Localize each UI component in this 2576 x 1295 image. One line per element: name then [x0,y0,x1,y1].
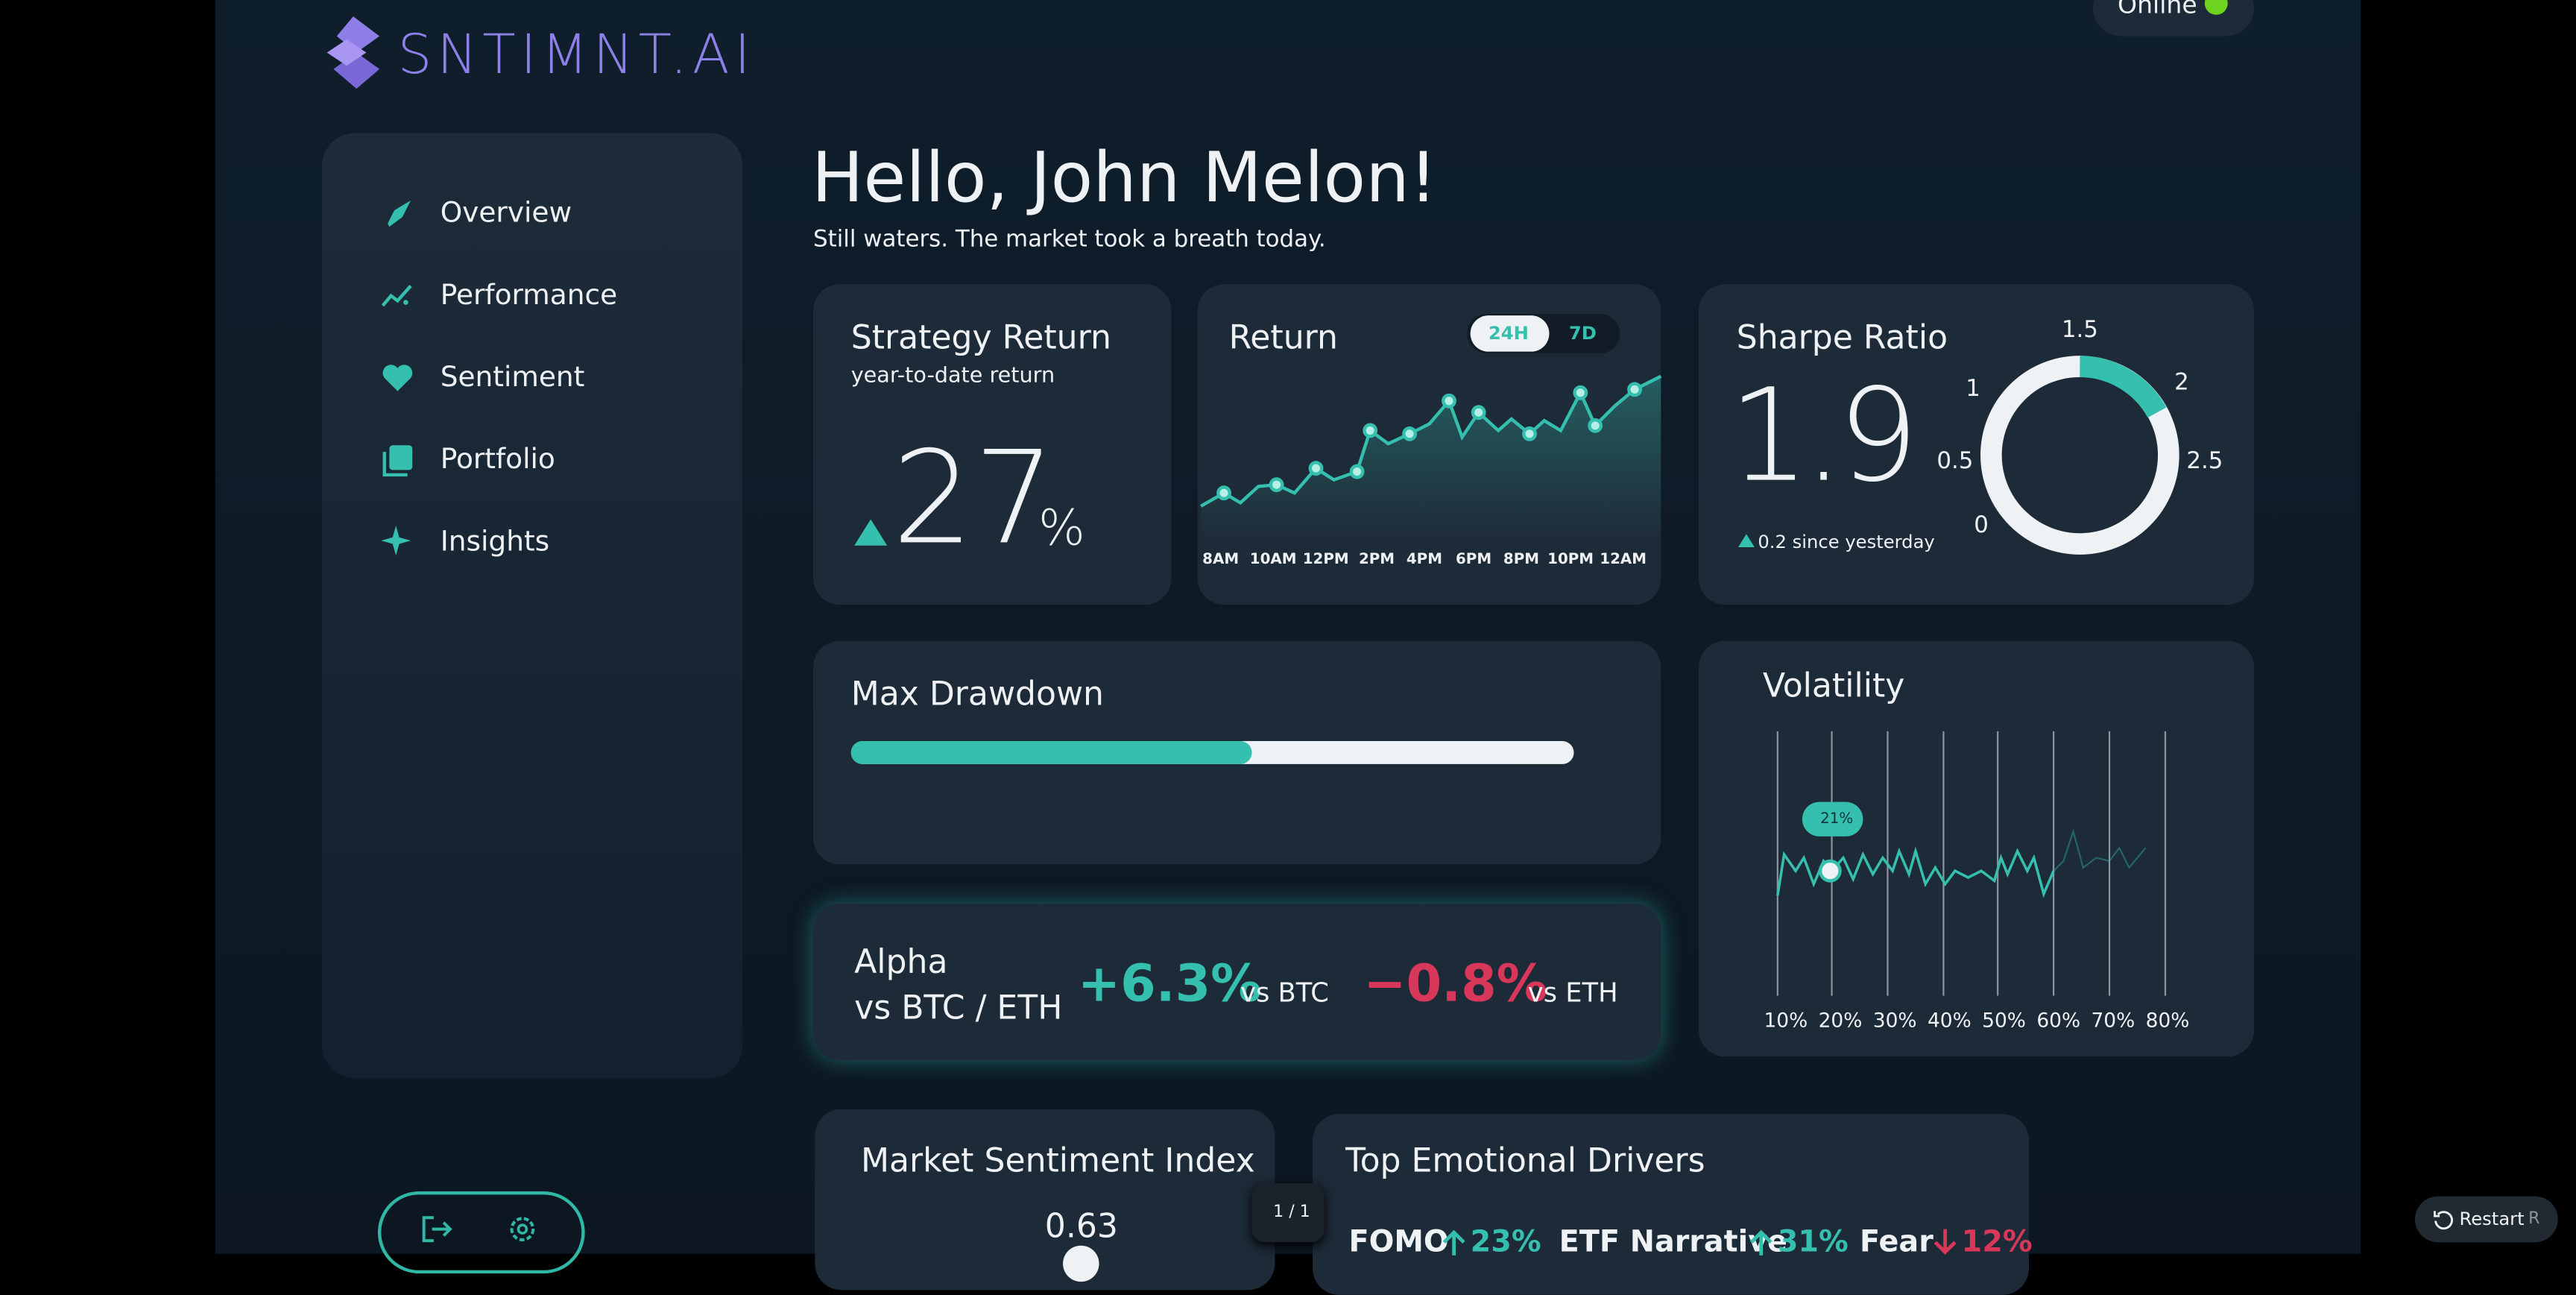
x-tick-label: 80% [2145,1009,2190,1033]
volatility-chart [1776,731,2167,996]
card-title: Market Sentiment Index [860,1140,1255,1180]
greeting-title: Hello, John Melon! [811,137,1437,218]
nav-icon [388,200,411,227]
driver-arrow [1749,1229,1772,1255]
settings-icon[interactable] [508,1214,537,1244]
x-tick-label: 10AM [1249,552,1297,569]
sharpe-value: 1.9 [1728,363,1919,511]
sharpe-change: 0.2 since yesterday [1758,532,1935,553]
x-tick-label: 4PM [1406,552,1442,569]
driver-arrow [1933,1229,1957,1255]
card-title: Volatility [1762,665,1905,705]
gauge-label: 0 [1974,512,1989,539]
toggle-24h[interactable]: 24H [1488,323,1529,344]
sidebar-actions [377,1191,585,1274]
sharpe-gauge [1980,356,2179,555]
status-dot [2204,0,2228,15]
x-tick-label: 8AM [1202,552,1240,569]
up-triangle [854,519,888,546]
x-tick-label: 8PM [1503,552,1540,569]
nav-item[interactable]: Portfolio [440,444,555,477]
pager [1251,1182,1325,1243]
x-tick-label: 20% [1818,1009,1863,1033]
driver-change: 12% [1961,1225,2033,1260]
sentiment-card [815,1109,1275,1291]
up-triangle [1737,534,1755,547]
card-title: Sharpe Ratio [1736,317,1948,357]
x-tick-label: 10PM [1547,552,1594,569]
alpha-card [813,904,1661,1060]
volatility-badge: 21% [1820,811,1854,828]
x-tick-label: 12AM [1600,552,1647,569]
x-tick-label: 6PM [1456,552,1492,569]
gauge-label: 1 [1966,376,1980,403]
alpha-btc-label: vs BTC [1240,977,1329,1009]
restart-button[interactable] [2414,1196,2558,1243]
x-tick-label: 70% [2091,1009,2135,1033]
alpha-eth: −0.8% [1363,954,1548,1014]
gauge-label: 0.5 [1936,448,1974,475]
x-tick-label: 10% [1764,1009,1808,1033]
sentiment-knob [1063,1245,1099,1282]
gauge-label: 2 [2174,369,2189,397]
card-title: Strategy Return [850,317,1111,357]
toggle-active[interactable] [1470,315,1550,352]
greeting-subtitle: Still waters. The market took a breath t… [813,227,1326,253]
gauge-label: 2.5 [2186,448,2223,475]
alpha-title: Alpha [854,941,948,981]
status-text: Online [2118,0,2197,20]
driver-name: FOMO [1348,1225,1449,1260]
card-title: Max Drawdown [850,673,1104,713]
restart-icon [2434,1211,2453,1230]
card-title: Return [1228,317,1338,357]
x-tick-label: 60% [2036,1009,2081,1033]
x-tick-label: 30% [1872,1009,1917,1033]
strategy-card [813,284,1172,605]
restart-label[interactable]: Restart [2459,1209,2525,1230]
x-tick-label: 40% [1927,1009,1972,1033]
return-unit: % [1038,500,1085,558]
restart-shortcut: R [2528,1210,2540,1229]
nav-item[interactable]: Sentiment [440,361,585,394]
driver-name: Fear [1860,1225,1933,1260]
nav-icon [382,365,413,391]
app: SNTIMNT.AI Online Hello, John Melon! Sti… [215,0,2558,1295]
nav-item[interactable]: Performance [440,279,618,312]
nav-icon [381,526,411,555]
drawdown-fill [850,741,1252,764]
alpha-btc: +6.3% [1077,954,1262,1014]
return-sparkline [1200,374,1662,543]
return-value: 27 [891,425,1055,574]
x-tick-label: 12PM [1302,552,1349,569]
x-tick-label: 50% [1982,1009,2026,1033]
driver-change: 31% [1777,1225,1849,1260]
nav-icon [381,285,412,307]
nav-item[interactable]: Overview [440,197,572,230]
toggle-7d[interactable]: 7D [1568,323,1597,344]
logout-icon[interactable] [422,1216,452,1243]
page: SNTIMNT.AI Online Hello, John Melon! Sti… [215,0,2558,1295]
nav-icon [382,445,413,477]
sidebar [321,133,743,1078]
card-subtitle: year-to-date return [850,364,1055,389]
pager-text: 1 / 1 [1273,1203,1310,1222]
nav-item[interactable]: Insights [440,526,550,559]
sentiment-value: 0.63 [1044,1206,1118,1246]
driver-change: 23% [1470,1225,1541,1260]
alpha-eth-label: vs ETH [1527,977,1618,1009]
logo-text: SNTIMNT.AI [397,22,756,86]
driver-arrow [1442,1229,1465,1255]
card-title: Top Emotional Drivers [1345,1140,1705,1180]
volatility-card [1699,640,2254,1057]
logo-icon [326,16,380,89]
x-tick-label: 2PM [1358,552,1395,569]
alpha-subtitle: vs BTC / ETH [854,987,1063,1027]
gauge-label: 1.5 [2061,317,2098,344]
